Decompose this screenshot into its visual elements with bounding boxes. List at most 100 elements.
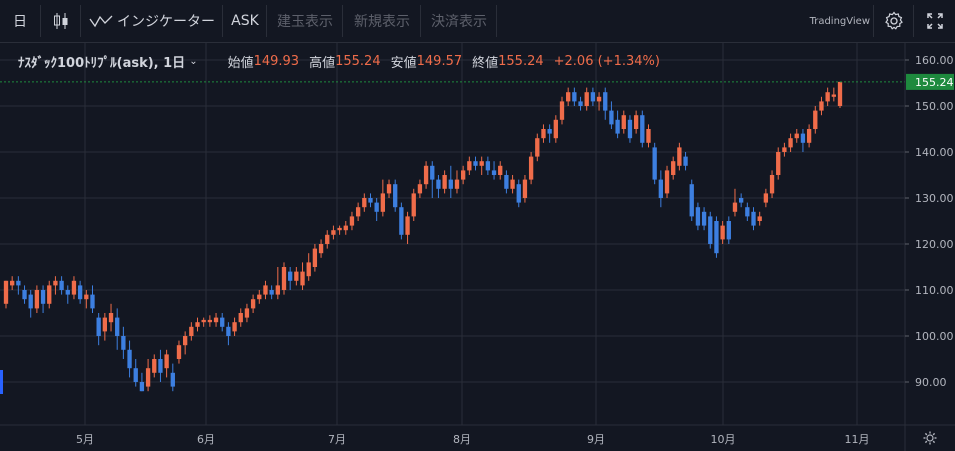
candle-body: [362, 198, 367, 208]
candle-body: [40, 290, 46, 304]
price-tick-label: 120.00: [915, 238, 954, 251]
axis-settings-icon[interactable]: [923, 431, 937, 445]
candle-body: [127, 349, 132, 369]
candle-body: [442, 175, 447, 189]
candle-body: [213, 317, 219, 323]
price-tick-label: 150.00: [915, 100, 954, 113]
candle-body: [757, 216, 762, 221]
show-positions-button[interactable]: 建玉表示: [277, 14, 333, 30]
candle-body: [776, 152, 781, 175]
candle-body: [566, 92, 571, 102]
candle-body: [738, 198, 744, 203]
gear-center: [926, 434, 934, 442]
candle-body: [10, 280, 15, 286]
symbol-label[interactable]: ﾅｽﾀﾞｯｸ100ﾄﾘﾌﾟﾙ(ask), 1日: [18, 55, 186, 71]
gear-tooth: [924, 440, 928, 444]
candle-body: [436, 179, 441, 189]
candle-body: [621, 115, 626, 129]
candle-body: [603, 92, 608, 111]
price-tick-label: 110.00: [915, 284, 954, 297]
tradingview-logo: TradingView: [809, 16, 870, 27]
candle-body: [689, 184, 694, 217]
candle-body: [325, 234, 330, 244]
candle-body: [683, 156, 688, 166]
candle-body: [559, 101, 565, 120]
candle-body: [516, 184, 521, 203]
candle-body: [77, 285, 83, 300]
candle-body: [269, 290, 274, 295]
high-label: 高値: [309, 55, 336, 71]
candle-body: [615, 119, 620, 134]
candle-body: [411, 193, 416, 217]
candle-body: [343, 225, 348, 231]
change-value: +2.06 (+1.34%): [553, 53, 660, 69]
candle-body: [380, 193, 386, 212]
candle-body: [176, 345, 182, 359]
candle-body: [695, 207, 701, 226]
candle-body: [108, 313, 114, 323]
candle-body: [590, 92, 596, 102]
candle-body: [819, 101, 824, 111]
toolbar-separator: [80, 5, 81, 37]
toolbar-separator: [266, 5, 267, 37]
close-label: 終値: [472, 55, 499, 71]
candle-body: [275, 285, 280, 295]
candle-body: [528, 156, 534, 180]
show-new-orders-button[interactable]: 新規表示: [354, 14, 410, 30]
candle-body: [349, 216, 355, 226]
toolbar-separator: [913, 5, 914, 37]
candle-body: [800, 133, 806, 143]
candle-body: [59, 280, 64, 290]
low-label: 安値: [390, 55, 417, 71]
candlestick-icon[interactable]: [42, 0, 80, 42]
candle-body: [701, 211, 707, 226]
candle-body: [640, 115, 645, 143]
low-value: 149.57: [416, 53, 463, 69]
candle-body: [53, 280, 58, 286]
candle-body: [535, 138, 540, 157]
candle-body: [201, 319, 206, 323]
candle-body: [763, 193, 769, 203]
price-tick-label: 90.00: [915, 376, 947, 389]
candle-body: [195, 322, 200, 327]
price-type-button[interactable]: ASK: [231, 13, 259, 29]
candle-body: [769, 175, 775, 194]
candle-body: [331, 230, 336, 235]
candle-body: [627, 119, 633, 139]
price-tick-label: 160.00: [915, 54, 954, 67]
settings-gear-icon[interactable]: [875, 0, 913, 42]
candle-body: [170, 372, 175, 387]
indicators-button[interactable]: インジケーター: [84, 0, 220, 42]
candle-body: [671, 161, 676, 175]
show-settlements-button[interactable]: 決済表示: [431, 14, 487, 30]
indicator-icon: [89, 15, 113, 28]
interval-button[interactable]: 日: [13, 14, 27, 30]
candle-body: [547, 129, 552, 134]
candle-body: [16, 280, 21, 286]
candle-body: [337, 227, 342, 231]
candle-body: [584, 92, 589, 106]
candle-body: [226, 326, 231, 336]
price-tick-label: 130.00: [915, 192, 954, 205]
candle-body: [572, 92, 577, 102]
fullscreen-icon[interactable]: [915, 0, 955, 42]
candle-body: [646, 129, 651, 143]
candle-body: [300, 271, 305, 286]
scroll-handle[interactable]: [0, 370, 3, 394]
candle-body: [609, 110, 614, 125]
candle-body: [467, 161, 472, 171]
gear-tooth: [924, 432, 928, 436]
candle-body: [288, 271, 293, 281]
candle-body: [510, 179, 515, 189]
candle-body: [417, 184, 423, 194]
time-tick-label: 11月: [845, 433, 870, 446]
chevron-down-icon[interactable]: ⌄: [189, 55, 198, 67]
last-price-badge: [906, 73, 954, 90]
candle-body: [726, 221, 731, 240]
toolbar: 日 インジケーター ASK 建玉表示 新規表示 決済表示 TradingView: [0, 0, 955, 43]
candle-body: [837, 81, 843, 106]
candle-body: [139, 382, 145, 392]
candle-body: [788, 138, 793, 148]
candle-body: [164, 354, 169, 369]
